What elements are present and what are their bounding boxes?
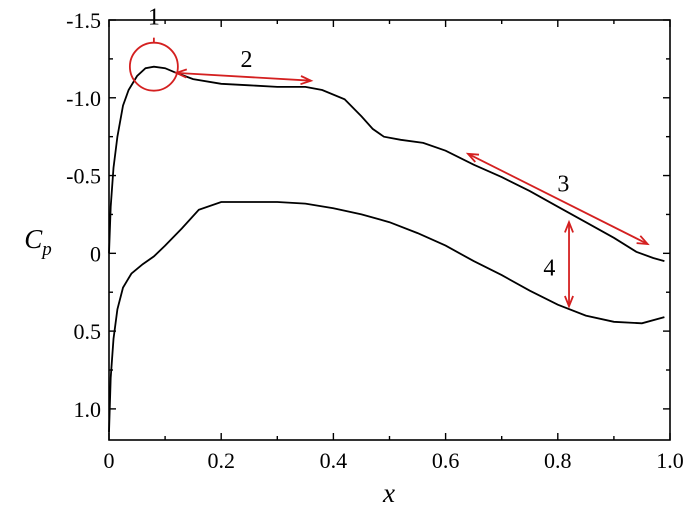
annotation-arrowhead-3 [636, 235, 650, 246]
y-axis-label-sub: p [40, 239, 52, 260]
series-line-1 [108, 65, 665, 262]
annotation-arrowhead-3 [465, 152, 480, 163]
y-tick-label: 0 [90, 241, 101, 266]
annotation-arrowhead-2 [173, 68, 188, 79]
annotation-arrowhead-4 [564, 219, 574, 233]
y-axis-label: Cp [24, 224, 52, 260]
plot-frame [108, 19, 671, 441]
x-tick-label: 0.2 [207, 448, 235, 473]
x-tick-label: 0.6 [432, 448, 460, 473]
y-tick-label: 1.0 [74, 397, 102, 422]
annotation-arrowhead-2 [300, 75, 314, 86]
y-tick-label: -1.5 [66, 8, 101, 33]
annotation-arrow-2 [176, 71, 312, 82]
y-tick-label: -1.0 [66, 86, 101, 111]
annotation-label-3: 3 [557, 171, 569, 197]
x-axis-label: x [382, 478, 395, 508]
annotation-label-1: 1 [148, 5, 160, 31]
annotation-arrow-3 [467, 152, 648, 245]
x-tick-label: 1.0 [656, 448, 684, 473]
y-tick-label: 0.5 [74, 319, 102, 344]
y-tick-label: -0.5 [66, 164, 101, 189]
annotation-arrowhead-4 [564, 295, 574, 309]
x-axis-ticks: 0 0.2 0.4 0.6 0.8 1.0 [104, 20, 684, 473]
series-layer [108, 65, 665, 433]
y-axis-ticks: -1.5 -1.0 -0.5 0 0.5 1.0 [66, 8, 670, 422]
annotation-label-2: 2 [240, 47, 252, 73]
x-tick-label: 0.8 [544, 448, 572, 473]
annotation-label-4: 4 [543, 255, 555, 281]
series-line-2 [108, 201, 665, 433]
annotation-layer: 1 2 3 4 [128, 5, 650, 309]
x-tick-label: 0.4 [320, 448, 348, 473]
y-axis-label-main: C [24, 224, 43, 254]
x-tick-label: 0 [104, 448, 115, 473]
